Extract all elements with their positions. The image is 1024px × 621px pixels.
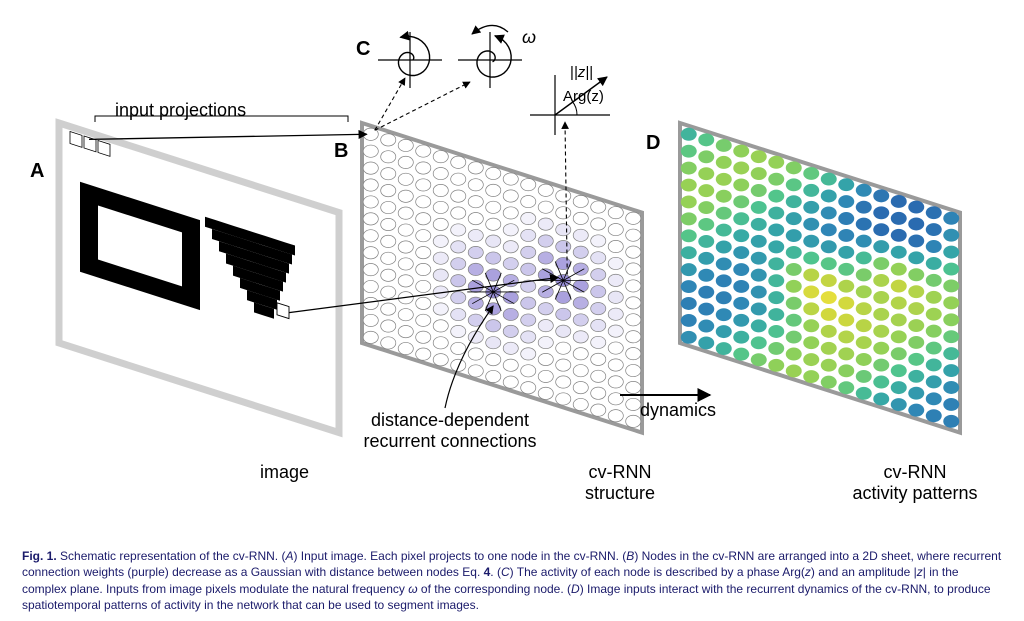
panel-b-letter: B: [334, 140, 348, 163]
argz-label: Arg(z): [563, 88, 604, 105]
cvrnn-struct-label: cv-RNNstructure: [560, 462, 680, 504]
magz-label: ||z||: [570, 64, 593, 81]
panel-b: [362, 123, 642, 433]
panel-a-letter: A: [30, 160, 44, 183]
input-projections-label: input projections: [115, 100, 246, 121]
dynamics-label: dynamics: [640, 400, 716, 421]
panel-c-letter: C: [356, 38, 370, 61]
image-label: image: [260, 462, 309, 483]
panel-d: [680, 123, 960, 433]
recurrent-label: distance-dependentrecurrent connections: [330, 410, 570, 452]
cvrnn-activity-label: cv-RNNactivity patterns: [830, 462, 1000, 504]
figure-caption: Fig. 1. Schematic representation of the …: [22, 548, 1002, 613]
panel-a: [59, 123, 339, 433]
omega-label: ω: [522, 27, 536, 48]
panel-d-letter: D: [646, 132, 660, 155]
